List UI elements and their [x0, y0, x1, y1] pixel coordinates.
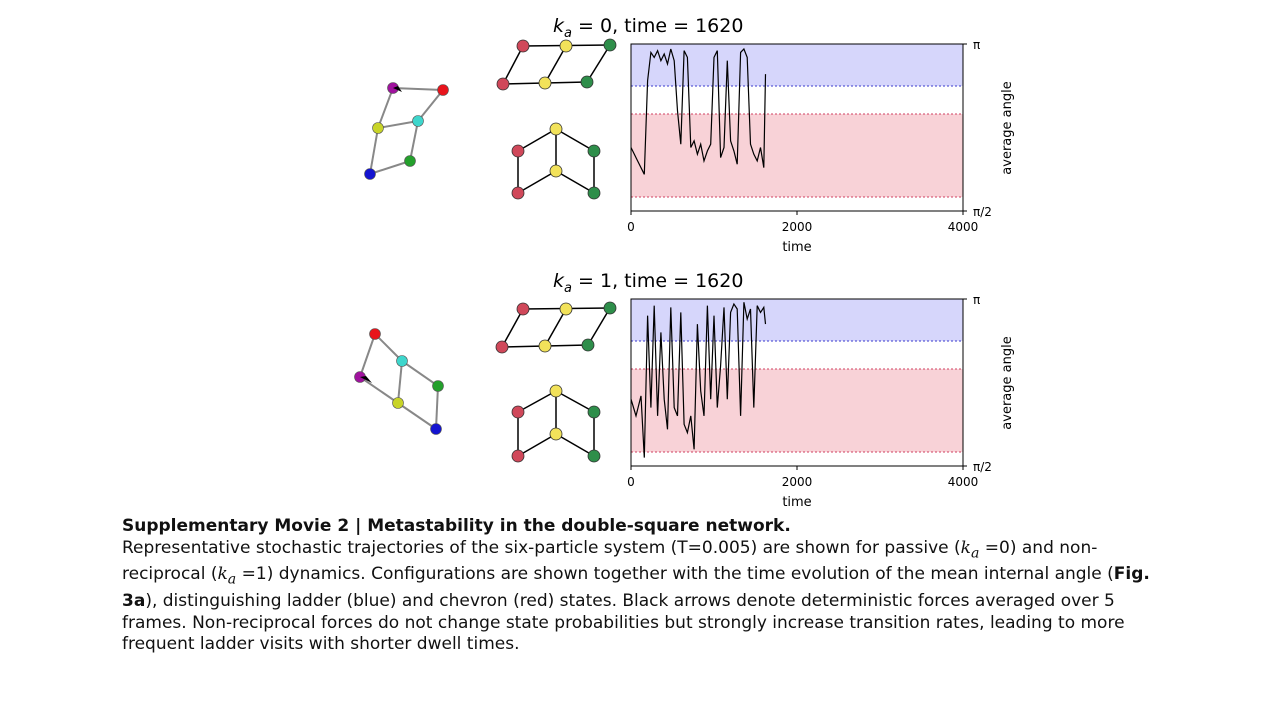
ladder-schematic-bottom — [501, 307, 611, 348]
figure-canvas: ka = 0, time = 1620 — [354, 15, 1015, 510]
particle-yellow — [372, 122, 384, 134]
chart-bottom: 0 2000 4000 π π/2 time average angle — [627, 293, 1015, 510]
panel-title-top: ka = 0, time = 1620 — [553, 15, 743, 41]
panel-top: ka = 0, time = 1620 — [364, 15, 1015, 255]
figure-reference: Fig. 3a — [122, 564, 1150, 612]
y-axis-label: average angle — [1000, 81, 1015, 174]
caption-body: Representative stochastic trajectories o… — [122, 537, 1150, 655]
xtick-label: 2000 — [782, 475, 813, 489]
xtick-label: 0 — [627, 220, 635, 234]
force-arrow-icon — [393, 86, 402, 92]
particle-yellow — [392, 397, 404, 409]
figure-caption: Supplementary Movie 2 | Metastability in… — [122, 516, 1162, 656]
caption-title: Supplementary Movie 2 | Metastability in… — [122, 516, 791, 536]
force-arrow-icon — [360, 376, 372, 383]
particle-red — [369, 328, 381, 340]
xtick-label: 0 — [627, 475, 635, 489]
particle-green — [404, 155, 416, 167]
particle-red — [437, 84, 449, 96]
ytick-label: π — [973, 38, 980, 52]
chart-top: 0 2000 4000 π π/2 time average angle — [627, 38, 1015, 255]
xtick-label: 4000 — [948, 475, 979, 489]
particle-configuration-top — [369, 87, 444, 175]
xtick-label: 2000 — [782, 220, 813, 234]
ytick-label: π — [973, 293, 980, 307]
chevron-schematic-top — [517, 128, 595, 194]
chevron-nodes-top — [511, 122, 601, 200]
particle-cyan — [412, 115, 424, 127]
band-chevron — [631, 114, 963, 197]
angle-trace — [630, 302, 767, 458]
angle-trace — [630, 47, 767, 175]
panel-bottom: ka = 1, time = 1620 — [354, 270, 1015, 510]
band-ladder — [631, 299, 963, 341]
particles-top — [364, 82, 449, 180]
particle-blue — [430, 423, 442, 435]
band-ladder — [631, 44, 963, 86]
band-chevron — [631, 369, 963, 452]
chevron-schematic-bottom — [517, 390, 595, 457]
particle-blue — [364, 168, 376, 180]
x-axis-label: time — [782, 495, 811, 510]
particle-cyan — [396, 355, 408, 367]
panel-title-bottom: ka = 1, time = 1620 — [553, 270, 743, 296]
chevron-nodes-bottom — [511, 384, 601, 463]
xtick-label: 4000 — [948, 220, 979, 234]
y-axis-label: average angle — [1000, 336, 1015, 429]
particle-green — [432, 380, 444, 392]
ytick-label: π/2 — [973, 460, 992, 474]
ytick-label: π/2 — [973, 205, 992, 219]
x-axis-label: time — [782, 240, 811, 255]
ladder-nodes-bottom — [495, 301, 617, 354]
particle-configuration-bottom — [359, 333, 439, 430]
ladder-nodes-top — [496, 38, 617, 91]
